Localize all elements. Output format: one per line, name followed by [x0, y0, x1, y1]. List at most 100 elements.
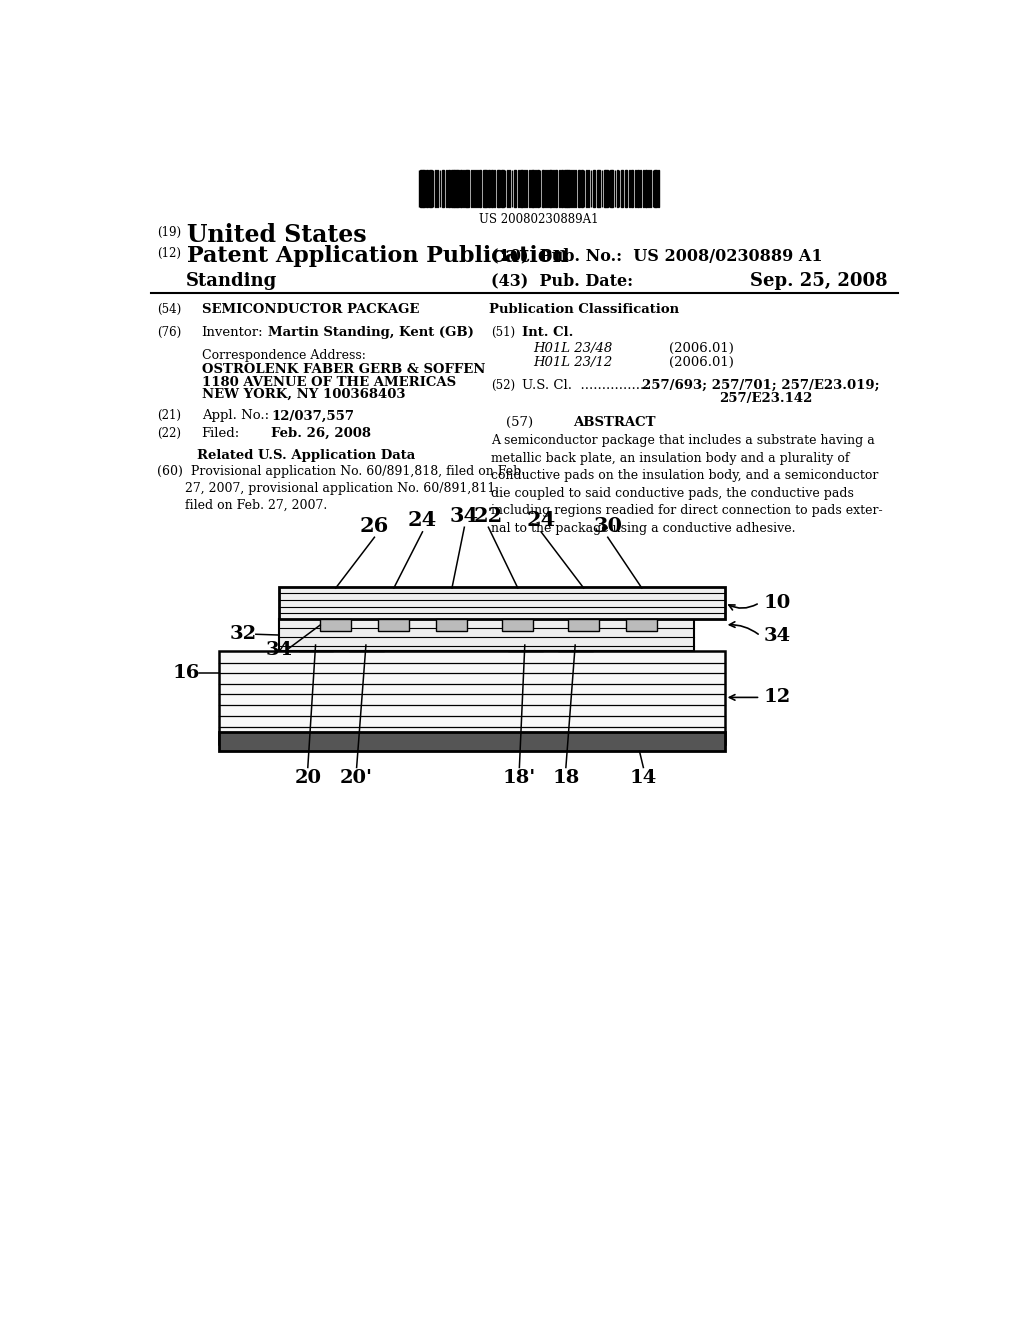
Bar [567, 170, 569, 207]
Text: (76): (76) [158, 326, 181, 339]
Text: Standing: Standing [186, 272, 278, 290]
Text: 26: 26 [359, 516, 389, 536]
Bar [461, 170, 462, 207]
Bar [503, 170, 504, 207]
Bar [280, 586, 725, 619]
Bar [528, 170, 530, 207]
Bar [449, 170, 450, 207]
Bar [568, 619, 599, 631]
Bar [547, 170, 548, 207]
Text: SEMICONDUCTOR PACKAGE: SEMICONDUCTOR PACKAGE [202, 304, 419, 317]
Bar [436, 619, 467, 631]
Text: 24: 24 [408, 511, 437, 531]
Bar [494, 170, 496, 207]
Bar [629, 170, 630, 207]
Bar [598, 170, 600, 207]
Text: Related U.S. Application Data: Related U.S. Application Data [198, 449, 416, 462]
Text: Filed:: Filed: [202, 428, 240, 440]
Bar [561, 170, 563, 207]
Bar [559, 170, 560, 207]
Text: H01L 23/12: H01L 23/12 [534, 355, 612, 368]
Bar [219, 651, 725, 743]
Bar [503, 619, 534, 631]
Text: 12/037,557: 12/037,557 [271, 409, 354, 422]
Text: 34: 34 [764, 627, 791, 644]
Bar [349, 639, 384, 651]
Text: ABSTRACT: ABSTRACT [573, 416, 656, 429]
Text: 257/693; 257/701; 257/E23.019;: 257/693; 257/701; 257/E23.019; [642, 379, 880, 392]
Text: 14: 14 [630, 770, 657, 787]
Bar [640, 170, 641, 207]
Bar [514, 170, 516, 207]
Bar [473, 170, 474, 207]
Bar [321, 619, 351, 631]
Bar [570, 170, 572, 207]
Bar [531, 170, 532, 207]
Text: 18: 18 [552, 770, 580, 787]
Bar [467, 170, 469, 207]
Bar [488, 170, 489, 207]
Text: Appl. No.:: Appl. No.: [202, 409, 268, 422]
Bar [588, 170, 589, 207]
Text: US 20080230889A1: US 20080230889A1 [479, 213, 598, 226]
Bar [378, 619, 410, 631]
Text: 32: 32 [229, 626, 256, 643]
Bar [558, 639, 593, 651]
Text: NEW YORK, NY 100368403: NEW YORK, NY 100368403 [202, 388, 406, 401]
Bar [458, 170, 459, 207]
Bar [542, 170, 544, 207]
Text: (21): (21) [158, 409, 181, 422]
Text: U.S. Cl.  ................: U.S. Cl. ................ [521, 379, 648, 392]
Bar [280, 619, 693, 651]
Bar [578, 170, 580, 207]
Text: 18': 18' [503, 770, 536, 787]
Text: OSTROLENK FABER GERB & SOFFEN: OSTROLENK FABER GERB & SOFFEN [202, 363, 485, 376]
Text: 24: 24 [526, 511, 556, 531]
Bar [485, 170, 486, 207]
Text: 30: 30 [593, 516, 623, 536]
Bar [605, 170, 607, 207]
Text: Martin Standing, Kent (GB): Martin Standing, Kent (GB) [267, 326, 473, 339]
Text: Sep. 25, 2008: Sep. 25, 2008 [750, 272, 888, 290]
Text: (57): (57) [506, 416, 534, 429]
Bar [492, 170, 493, 207]
Bar [426, 170, 428, 207]
Text: 20': 20' [340, 770, 373, 787]
Text: (43)  Pub. Date:: (43) Pub. Date: [490, 272, 633, 289]
Text: (19): (19) [158, 226, 181, 239]
Bar [465, 170, 467, 207]
Text: 12: 12 [764, 689, 791, 706]
Bar [627, 619, 657, 631]
Text: (22): (22) [158, 428, 181, 440]
Bar [219, 733, 725, 751]
Text: (12): (12) [158, 247, 181, 260]
Text: 34: 34 [265, 640, 293, 659]
Text: 257/E23.142: 257/E23.142 [719, 392, 813, 405]
Bar [477, 170, 478, 207]
Bar [455, 170, 457, 207]
Bar [555, 170, 557, 207]
Bar [581, 170, 583, 207]
Bar [610, 170, 611, 207]
Bar [508, 639, 543, 651]
Text: 34: 34 [450, 506, 479, 525]
Text: Feb. 26, 2008: Feb. 26, 2008 [271, 428, 372, 440]
Text: United States: United States [187, 223, 367, 247]
Bar [483, 170, 484, 207]
Bar [621, 170, 624, 207]
Bar [299, 639, 334, 651]
Bar [471, 170, 472, 207]
Bar [654, 170, 656, 207]
Text: Correspondence Address:: Correspondence Address: [202, 350, 366, 363]
Text: 1180 AVENUE OF THE AMERICAS: 1180 AVENUE OF THE AMERICAS [202, 376, 456, 388]
Bar [520, 170, 521, 207]
Text: Publication Classification: Publication Classification [488, 304, 679, 317]
Text: (10)  Pub. No.:  US 2008/0230889 A1: (10) Pub. No.: US 2008/0230889 A1 [490, 247, 822, 264]
Bar [564, 170, 566, 207]
Bar [550, 170, 552, 207]
Text: (51): (51) [490, 326, 515, 339]
Bar [643, 170, 644, 207]
Text: (52): (52) [490, 379, 515, 392]
Text: 16: 16 [172, 664, 200, 681]
Text: Inventor:: Inventor: [202, 326, 263, 339]
